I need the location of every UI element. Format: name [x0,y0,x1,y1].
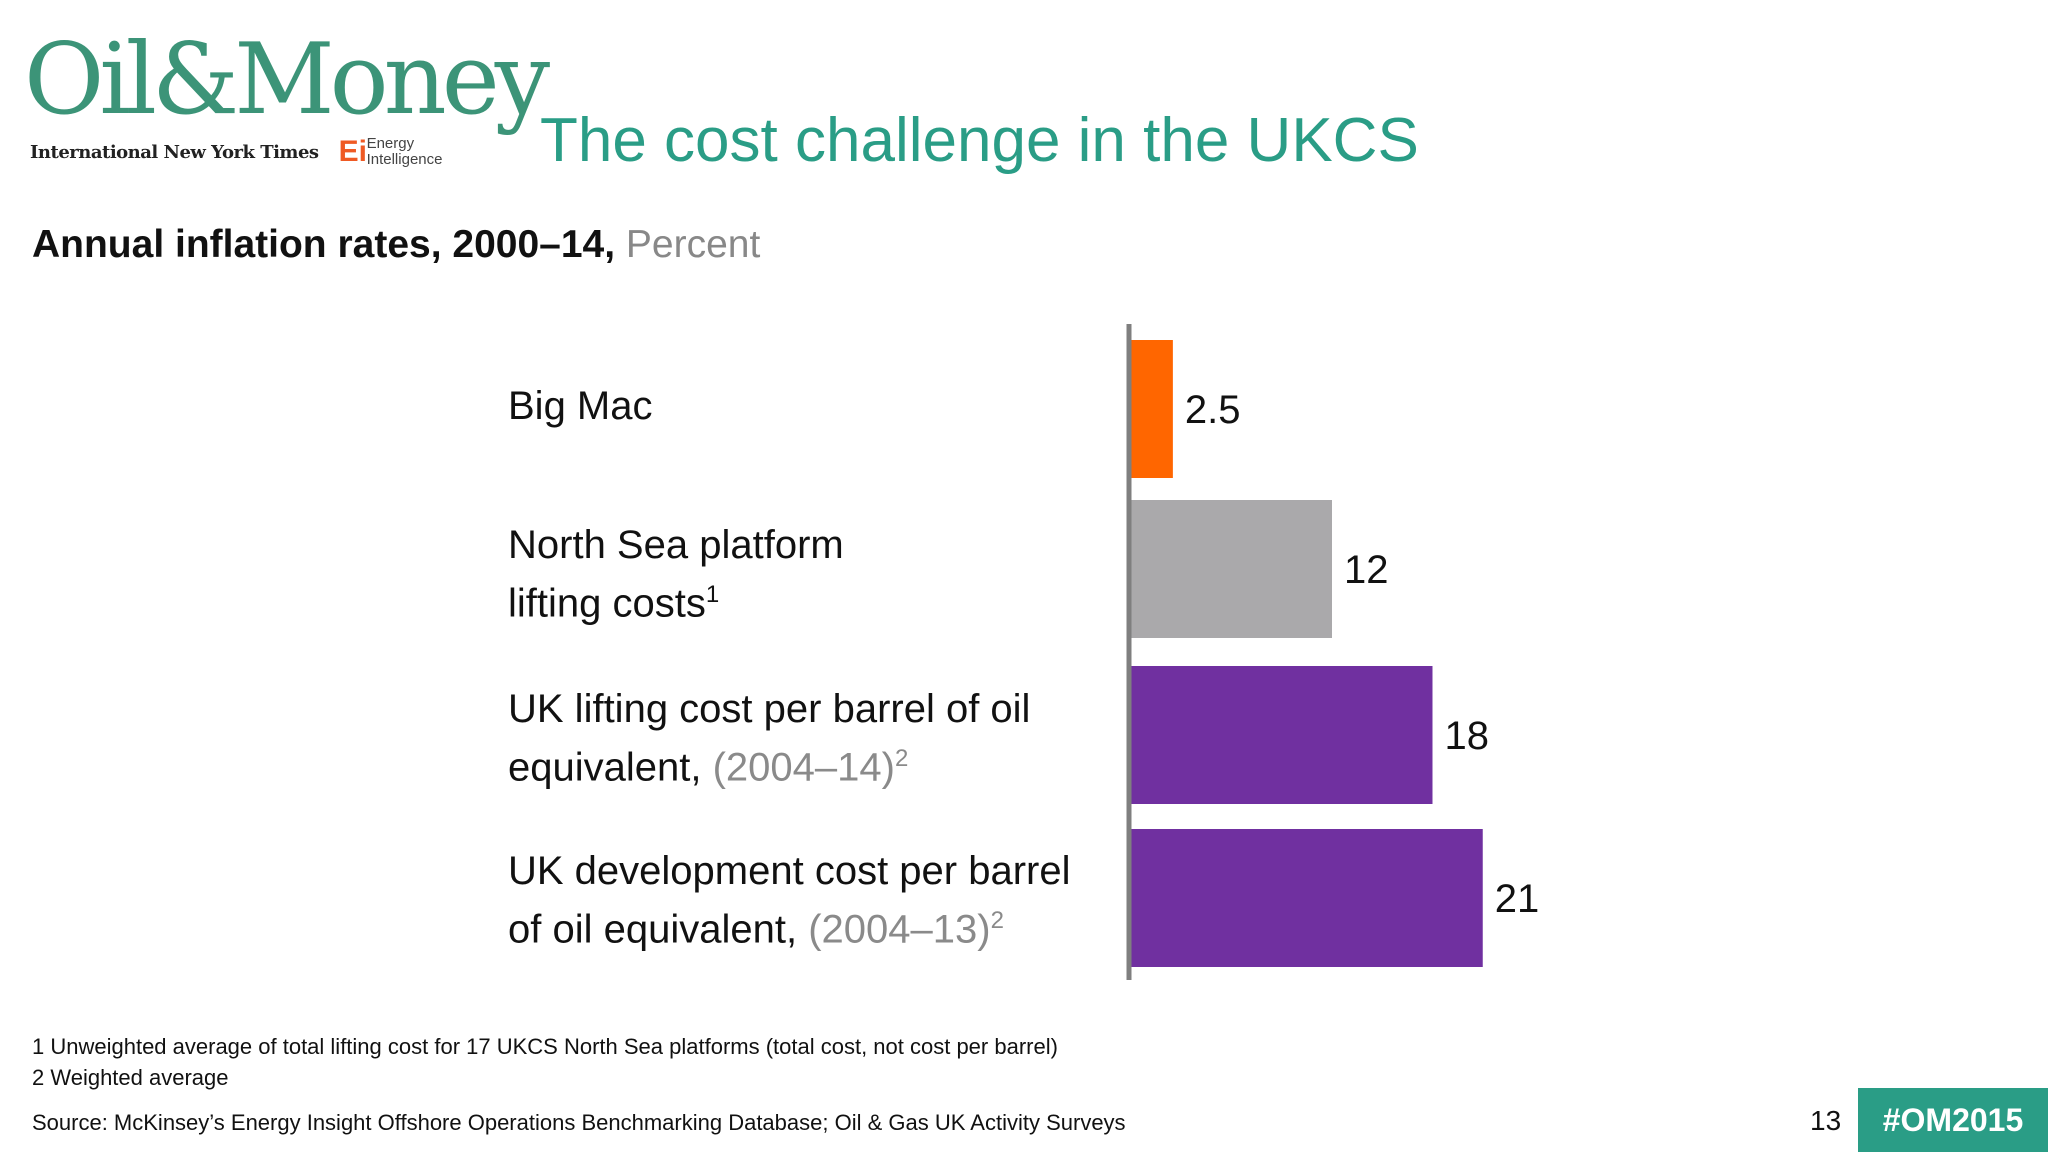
footnote-1: 1 Unweighted average of total lifting co… [32,1034,1058,1059]
ei-line-1: Energy [366,135,415,152]
ei-line-2: Intelligence [366,151,443,168]
category-label-period: (2004–13) [808,907,991,952]
slide-title: The cost challenge in the UKCS [540,106,1419,175]
bar-0 [1131,340,1173,478]
logo-wordmark: Oil&Money [24,23,550,137]
category-label-line1: Big Mac [508,384,653,428]
category-label-line1: North Sea platform [508,523,844,567]
category-label-line2: of oil equivalent, [508,907,798,952]
footnote-ref: 1 [705,581,720,608]
data-label-0: 2.5 [1185,388,1241,432]
hashtag-badge: #OM2015 [1858,1088,2048,1152]
category-label-line2: lifting costs [508,581,706,626]
bar-1 [1131,500,1332,638]
category-label-line1: UK lifting cost per barrel of oil [508,687,1031,731]
chart-title: Annual inflation rates, 2000–14, Percent [32,222,760,268]
category-label-uk-lifting: UK lifting cost per barrel of oil equiva… [508,684,1030,792]
chart-unit: Percent [625,223,761,266]
source-note: Source: McKinsey’s Energy Insight Offsho… [32,1110,1126,1135]
ei-mark-icon: Ei [338,135,367,168]
chart-title-text: Annual inflation rates, 2000–14, [32,223,616,266]
category-label-line2: equivalent, [508,745,702,790]
page-number: 13 [1810,1105,1842,1136]
nyt-wordmark: International New York Times [30,141,319,163]
data-label-1: 12 [1344,548,1389,592]
footnote-ref: 2 [990,907,1004,934]
data-label-3: 21 [1495,877,1540,921]
category-label-period: (2004–14) [712,745,895,790]
category-label-line1: UK development cost per barrel [508,849,1071,893]
bar-3 [1131,829,1483,967]
footnote-2: 2 Weighted average [32,1065,229,1090]
category-label-big-mac: Big Mac [508,381,653,431]
category-label-uk-development: UK development cost per barrel of oil eq… [508,846,1071,954]
oil-money-logo: Oil&Money International New York Times E… [24,23,550,168]
footnote-ref: 2 [894,745,909,772]
bar-2 [1131,666,1433,804]
energy-intelligence-logo: Ei Energy Intelligence [339,136,443,168]
logo-partners: International New York Times Ei Energy I… [30,136,442,168]
data-label-2: 18 [1445,714,1490,758]
category-label-north-sea: North Sea platform lifting costs1 [508,520,844,628]
